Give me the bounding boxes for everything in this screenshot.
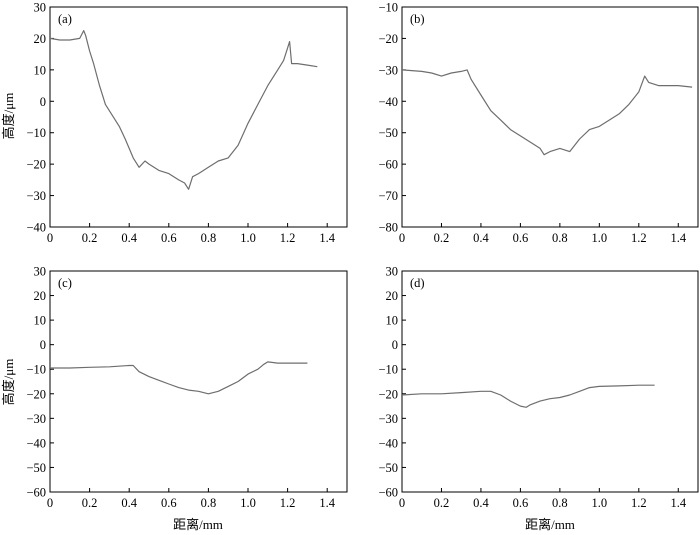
plot-frame bbox=[49, 270, 348, 493]
profile-line bbox=[50, 361, 308, 395]
x-tick-label: 0.4 bbox=[121, 231, 137, 245]
profile-line bbox=[401, 384, 655, 408]
y-tick-label: −20 bbox=[378, 32, 398, 46]
y-tick-label: −80 bbox=[378, 221, 398, 235]
panel-label: (b) bbox=[410, 12, 425, 26]
x-tick-label: 1.4 bbox=[670, 496, 686, 510]
panel-label: (d) bbox=[410, 276, 425, 290]
y-tick-label: 30 bbox=[34, 265, 47, 279]
y-tick-label: 0 bbox=[40, 338, 46, 352]
x-tick-label: 1.0 bbox=[592, 231, 608, 245]
y-tick-label: 30 bbox=[34, 1, 47, 15]
y-tick-label: −10 bbox=[378, 1, 398, 15]
y-tick-label: −70 bbox=[378, 189, 398, 203]
y-tick-label: −30 bbox=[378, 412, 398, 426]
panel-b: 0 0.2 0.4 0.6 0.8 1.0 1.2 1.4 −80 −70 −60 −50 −40 −30… bbox=[378, 1, 699, 245]
x-tick-label: 0.8 bbox=[201, 496, 217, 510]
x-tick-label: 0.8 bbox=[552, 496, 568, 510]
panel-c: 0 0.2 0.4 0.6 0.8 1.0 1.2 1.4 −60 −50 −40 −30 −20 −10… bbox=[26, 265, 348, 510]
y-tick-label: −50 bbox=[26, 461, 46, 475]
x-tick-label: 0.2 bbox=[82, 496, 98, 510]
x-tick-label: 0.4 bbox=[473, 231, 489, 245]
profile-line bbox=[401, 69, 693, 156]
x-tick-label: 0.8 bbox=[201, 231, 217, 245]
y-tick-label: −40 bbox=[378, 436, 398, 450]
y-tick-label: −50 bbox=[378, 126, 398, 140]
x-tick-label: 1.0 bbox=[240, 231, 256, 245]
y-axis-title-top: 高度/μm bbox=[1, 93, 16, 140]
y-tick-label: −40 bbox=[26, 436, 46, 450]
panel-d: 0 0.2 0.4 0.6 0.8 1.0 1.2 1.4 −60 −50 −40 −30 −20 −10… bbox=[378, 265, 699, 510]
y-tick-label: 20 bbox=[34, 32, 47, 46]
y-tick-label: −10 bbox=[26, 126, 46, 140]
y-tick-label: 30 bbox=[386, 265, 399, 279]
x-tick-label: 0.2 bbox=[434, 231, 450, 245]
panel-a: 0 0.2 0.4 0.6 0.8 1.0 1.2 1.4 −40 −30 −20 −10 0 10 20 3… bbox=[26, 1, 348, 245]
x-tick-label: 0 bbox=[47, 231, 53, 245]
x-tick-label: 0 bbox=[399, 231, 405, 245]
plot-frame bbox=[401, 270, 699, 493]
y-tick-label: −20 bbox=[26, 158, 46, 172]
x-tick-label: 0.4 bbox=[473, 496, 489, 510]
x-tick-label: 0.8 bbox=[552, 231, 568, 245]
y-tick-label: −10 bbox=[378, 363, 398, 377]
y-tick-label: 10 bbox=[386, 314, 399, 328]
y-tick-label: −30 bbox=[26, 412, 46, 426]
y-tick-label: −10 bbox=[26, 363, 46, 377]
x-tick-label: 0.6 bbox=[513, 231, 529, 245]
y-tick-label: −60 bbox=[26, 486, 46, 500]
x-tick-label: 0.6 bbox=[513, 496, 529, 510]
x-tick-label: 1.4 bbox=[319, 231, 335, 245]
x-tick-label: 0.2 bbox=[82, 231, 98, 245]
y-tick-label: 20 bbox=[386, 289, 399, 303]
y-tick-label: −50 bbox=[378, 461, 398, 475]
x-tick-label: 0.2 bbox=[434, 496, 450, 510]
x-tick-label: 0.6 bbox=[161, 231, 177, 245]
panel-label: (c) bbox=[58, 276, 72, 290]
x-tick-label: 0.6 bbox=[161, 496, 177, 510]
x-tick-label: 1.4 bbox=[319, 496, 335, 510]
x-tick-label: 1.2 bbox=[631, 496, 647, 510]
x-tick-label: 1.2 bbox=[631, 231, 647, 245]
y-tick-label: −60 bbox=[378, 158, 398, 172]
y-tick-label: 20 bbox=[34, 289, 47, 303]
x-tick-label: 1.2 bbox=[280, 231, 296, 245]
y-tick-label: 10 bbox=[34, 63, 47, 77]
x-tick-label: 1.0 bbox=[240, 496, 256, 510]
y-axis-title-bottom: 高度/μm bbox=[1, 359, 16, 406]
plot-frame bbox=[49, 6, 348, 228]
y-tick-label: 0 bbox=[392, 338, 398, 352]
x-tick-label: 0 bbox=[47, 496, 53, 510]
profile-line bbox=[49, 30, 318, 190]
x-tick-label: 1.0 bbox=[592, 496, 608, 510]
y-tick-label: −60 bbox=[378, 486, 398, 500]
plot-frame bbox=[401, 6, 699, 228]
x-axis-title-right: 距离/mm bbox=[525, 517, 575, 532]
y-tick-label: −30 bbox=[26, 189, 46, 203]
y-tick-label: −20 bbox=[26, 387, 46, 401]
x-tick-label: 0 bbox=[399, 496, 405, 510]
x-tick-label: 1.2 bbox=[280, 496, 296, 510]
x-axis-title-left: 距离/mm bbox=[173, 517, 223, 532]
y-tick-label: 0 bbox=[40, 95, 46, 109]
y-tick-label: −40 bbox=[378, 95, 398, 109]
x-tick-label: 1.4 bbox=[670, 231, 686, 245]
y-tick-label: −20 bbox=[378, 387, 398, 401]
y-tick-label: −40 bbox=[26, 221, 46, 235]
panel-label: (a) bbox=[58, 12, 72, 26]
x-tick-label: 0.4 bbox=[121, 496, 137, 510]
y-tick-label: −30 bbox=[378, 63, 398, 77]
y-tick-label: 10 bbox=[34, 314, 47, 328]
